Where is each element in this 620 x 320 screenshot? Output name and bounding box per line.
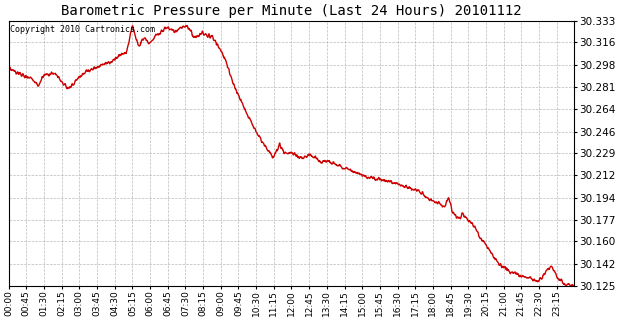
Text: Copyright 2010 Cartronics.com: Copyright 2010 Cartronics.com [10, 25, 155, 34]
Title: Barometric Pressure per Minute (Last 24 Hours) 20101112: Barometric Pressure per Minute (Last 24 … [61, 4, 521, 18]
